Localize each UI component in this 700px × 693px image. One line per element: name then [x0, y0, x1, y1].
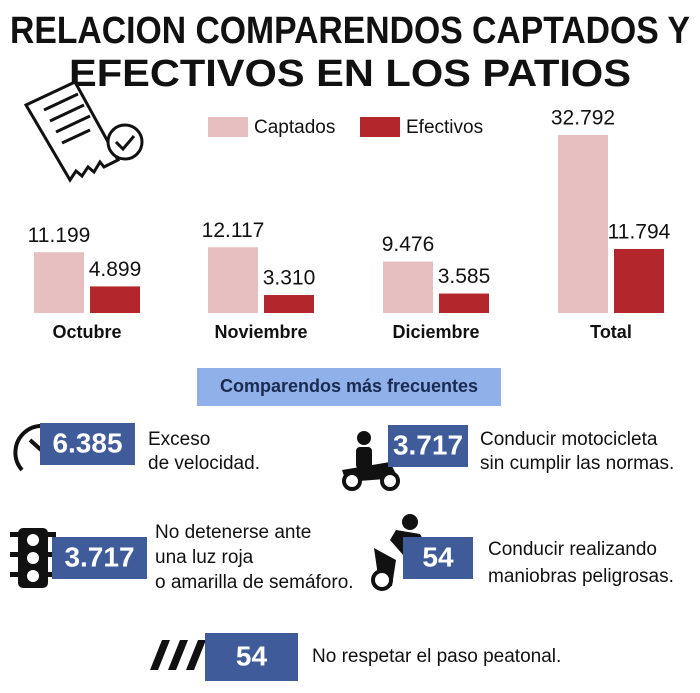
description: No detenerse ante	[155, 522, 311, 543]
bar	[439, 293, 489, 313]
section-header-bg	[197, 368, 501, 406]
description: Conducir realizando	[488, 539, 657, 560]
value-label: 11.199	[28, 224, 91, 247]
count-box	[388, 425, 468, 467]
value-label: 3.310	[263, 267, 316, 290]
description: Conducir motocicleta	[480, 429, 658, 450]
count-label: 54	[236, 640, 268, 671]
chart-title: EFECTIVOS EN LOS PATIOS	[69, 53, 631, 95]
description: No respetar el paso peatonal.	[312, 646, 561, 667]
legend-label: Captados	[254, 117, 335, 138]
bar	[264, 295, 314, 313]
count-box	[40, 423, 135, 465]
description: una luz roja	[155, 547, 254, 568]
x-tick-label: Noviembre	[214, 322, 307, 342]
bar	[558, 135, 608, 313]
bar	[383, 261, 433, 313]
x-tick-label: Total	[590, 322, 632, 342]
bar	[34, 252, 84, 313]
chart-title: RELACION COMPARENDOS CAPTADOS Y	[10, 10, 690, 52]
count-box	[205, 633, 298, 681]
motorcycle-icon	[342, 431, 400, 491]
count-label: 6.385	[52, 427, 122, 458]
count-box	[403, 537, 473, 579]
traffic-light-icon	[10, 528, 56, 588]
description: de velocidad.	[148, 453, 260, 474]
description: Exceso	[148, 429, 210, 450]
count-label: 54	[422, 541, 454, 572]
value-label: 3.585	[438, 265, 491, 288]
bar	[208, 247, 258, 313]
section-header: Comparendos más frecuentes	[220, 376, 478, 396]
description: o amarilla de semáforo.	[155, 572, 354, 593]
count-box	[52, 537, 147, 579]
description: sin cumplir las normas.	[480, 453, 674, 474]
legend-swatch	[208, 117, 248, 137]
value-label: 9.476	[382, 233, 435, 256]
description: maniobras peligrosas.	[488, 566, 674, 587]
count-label: 3.717	[64, 541, 134, 572]
bar	[90, 286, 140, 313]
legend-swatch	[360, 117, 400, 137]
value-label: 12.117	[202, 219, 265, 242]
x-tick-label: Diciembre	[392, 322, 479, 342]
x-tick-label: Octubre	[52, 322, 121, 342]
value-label: 11.794	[608, 221, 671, 244]
value-label: 4.899	[89, 258, 142, 281]
document-icon	[23, 80, 144, 183]
count-label: 3.717	[393, 429, 463, 460]
value-label: 32.792	[551, 107, 615, 130]
bar	[614, 248, 664, 313]
legend-label: Efectivos	[406, 117, 483, 138]
